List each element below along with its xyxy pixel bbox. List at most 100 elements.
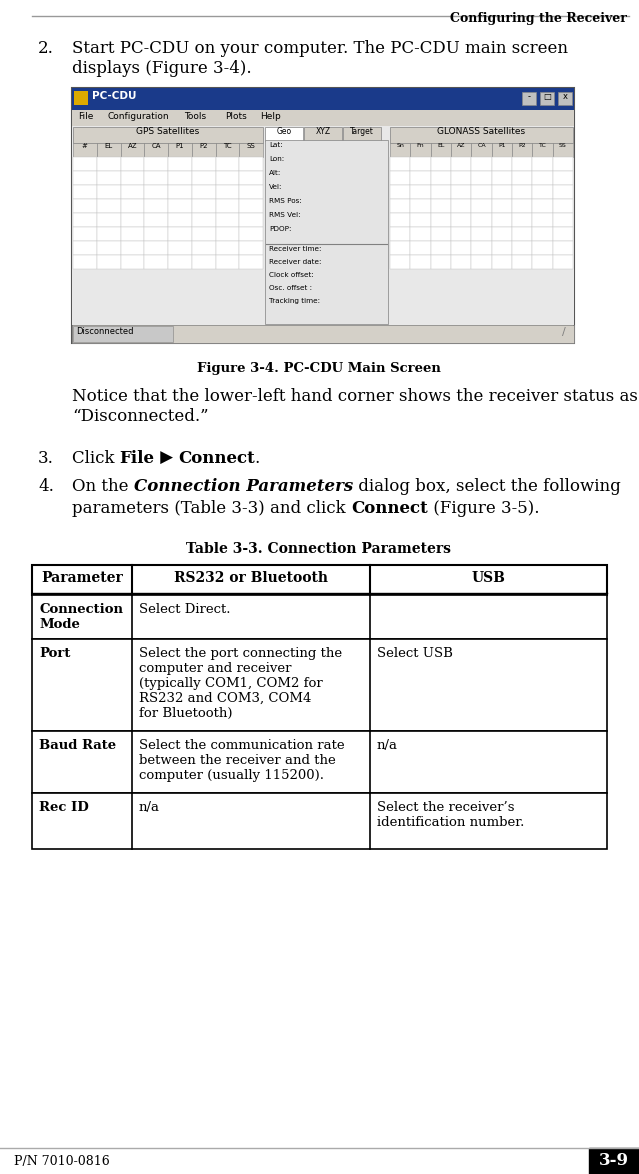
Bar xyxy=(512,171,532,185)
Bar xyxy=(390,171,410,185)
Bar xyxy=(96,185,121,200)
Bar xyxy=(239,241,263,255)
Bar xyxy=(390,241,410,255)
Text: Select the port connecting the
computer and receiver
(typically COM1, COM2 for
R: Select the port connecting the computer … xyxy=(139,647,342,720)
Bar xyxy=(72,110,574,126)
Text: P1: P1 xyxy=(498,143,505,148)
Bar xyxy=(239,157,263,171)
Bar xyxy=(32,639,607,731)
Bar xyxy=(32,565,607,595)
Bar xyxy=(215,185,239,200)
Bar xyxy=(431,212,451,227)
Bar xyxy=(72,88,574,110)
Bar xyxy=(144,227,168,241)
Text: GLONASS Satellites: GLONASS Satellites xyxy=(438,127,525,136)
Bar xyxy=(343,127,381,141)
Bar xyxy=(168,255,192,269)
Text: ▶: ▶ xyxy=(155,450,178,467)
Text: Table 3-3. Connection Parameters: Table 3-3. Connection Parameters xyxy=(187,542,452,556)
Bar xyxy=(431,185,451,200)
Bar xyxy=(431,171,451,185)
Bar xyxy=(410,171,431,185)
Bar xyxy=(410,200,431,212)
Text: RMS Vel:: RMS Vel: xyxy=(269,212,300,218)
Bar xyxy=(512,157,532,171)
Bar xyxy=(215,157,239,171)
Bar xyxy=(96,143,121,157)
Bar xyxy=(532,185,553,200)
Bar xyxy=(74,92,88,104)
Bar xyxy=(72,126,574,325)
Bar xyxy=(553,143,573,157)
Bar xyxy=(73,185,96,200)
Bar xyxy=(192,227,215,241)
Bar xyxy=(144,185,168,200)
Bar xyxy=(512,241,532,255)
Text: Configuration: Configuration xyxy=(108,112,169,121)
Bar xyxy=(532,200,553,212)
Bar xyxy=(96,200,121,212)
Bar xyxy=(390,212,410,227)
Bar xyxy=(144,157,168,171)
Bar xyxy=(410,227,431,241)
Bar xyxy=(532,157,553,171)
Text: n/a: n/a xyxy=(139,801,160,814)
Bar xyxy=(431,157,451,171)
Bar xyxy=(491,200,512,212)
Bar xyxy=(168,143,192,157)
Bar xyxy=(73,143,96,157)
Bar xyxy=(168,157,192,171)
Text: RMS Pos:: RMS Pos: xyxy=(269,198,302,204)
Bar xyxy=(215,241,239,255)
Text: XYZ: XYZ xyxy=(316,127,330,136)
Text: GPS Satellites: GPS Satellites xyxy=(136,127,199,136)
Bar xyxy=(144,212,168,227)
Bar xyxy=(96,255,121,269)
Bar xyxy=(532,171,553,185)
Text: Alt:: Alt: xyxy=(269,170,281,176)
Bar xyxy=(472,157,491,171)
Bar xyxy=(96,157,121,171)
Bar xyxy=(390,143,410,157)
Text: □: □ xyxy=(543,92,551,101)
Text: Lon:: Lon: xyxy=(269,156,284,162)
Bar xyxy=(410,255,431,269)
Bar xyxy=(472,241,491,255)
Bar xyxy=(239,227,263,241)
Text: SS: SS xyxy=(559,143,567,148)
Text: Connection Parameters: Connection Parameters xyxy=(134,478,353,495)
Bar xyxy=(472,171,491,185)
Bar xyxy=(32,731,607,792)
Bar xyxy=(192,171,215,185)
Text: Connection
Mode: Connection Mode xyxy=(39,603,123,630)
Bar xyxy=(215,200,239,212)
Bar xyxy=(192,212,215,227)
Bar xyxy=(390,200,410,212)
Text: P2: P2 xyxy=(199,143,208,149)
Bar xyxy=(73,127,263,143)
Bar xyxy=(553,185,573,200)
Bar xyxy=(121,227,144,241)
Text: Fn: Fn xyxy=(417,143,424,148)
Bar xyxy=(553,241,573,255)
Bar xyxy=(451,212,472,227)
Text: x: x xyxy=(562,92,567,101)
Bar xyxy=(121,241,144,255)
Text: Tracking time:: Tracking time: xyxy=(269,298,320,304)
Text: EL: EL xyxy=(105,143,112,149)
Bar xyxy=(472,212,491,227)
Text: On the: On the xyxy=(72,478,134,495)
Text: Disconnected: Disconnected xyxy=(76,328,134,336)
Text: Select USB: Select USB xyxy=(377,647,453,660)
Bar xyxy=(121,171,144,185)
Bar xyxy=(532,241,553,255)
Text: File: File xyxy=(78,112,93,121)
Bar xyxy=(532,212,553,227)
Bar xyxy=(96,241,121,255)
Text: AZ: AZ xyxy=(457,143,465,148)
Bar xyxy=(491,227,512,241)
Bar xyxy=(192,157,215,171)
Bar xyxy=(168,171,192,185)
Text: Vel:: Vel: xyxy=(269,184,282,190)
Bar xyxy=(410,241,431,255)
